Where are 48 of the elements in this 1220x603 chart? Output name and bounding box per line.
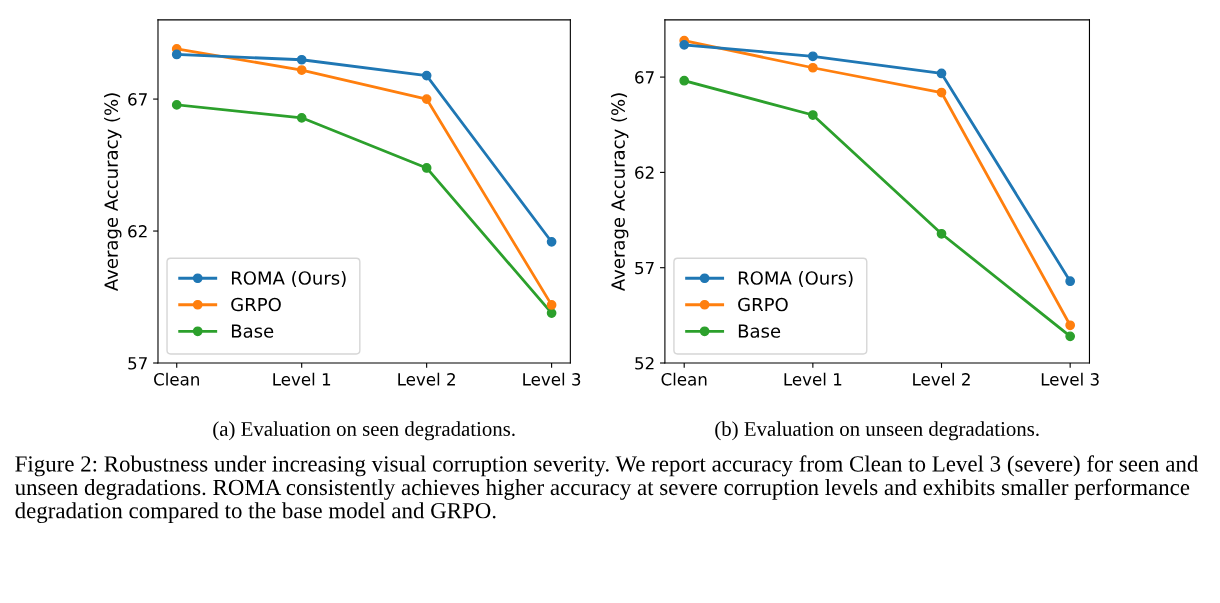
legend-label: Base <box>231 324 274 338</box>
point <box>1065 331 1076 342</box>
point <box>936 68 947 79</box>
x-tick-label: Level 3 <box>523 372 581 386</box>
y-axis-title: Average Accuracy (%) <box>104 93 122 291</box>
point <box>546 237 557 247</box>
point <box>546 308 557 318</box>
legend-label: ROMA (Ours) <box>231 270 346 287</box>
text: (a) Evaluation on seen degradations. <box>213 421 515 441</box>
point <box>296 112 307 123</box>
y-tick-label: 62 <box>635 166 654 179</box>
point <box>936 228 947 239</box>
point <box>936 87 947 98</box>
point <box>546 300 557 310</box>
x-tick-label: Level 2 <box>913 372 970 386</box>
point <box>807 51 818 62</box>
point <box>421 163 432 173</box>
point <box>1065 320 1076 331</box>
y-tick-label: 67 <box>128 93 147 106</box>
point <box>296 54 307 65</box>
y-tick-label: 62 <box>128 225 147 238</box>
point <box>421 70 432 81</box>
x-tick-label: Level 1 <box>784 372 842 386</box>
point <box>171 100 182 110</box>
x-tick-label: Level 1 <box>273 372 331 386</box>
x-tick-label: Level 3 <box>1041 372 1099 386</box>
caption: Figure 2: Robustness under increasing visual corruption severity. We report accuracy from Clean to Level 3 (severe) for seen and unseen degradations. ROMA consistently achieves higher accuracy at severe corruption levels and exhibits smaller performance degradation compared to the base model and GRPO. <box>14 455 1199 524</box>
legend-label: ROMA (Ours) <box>738 270 853 287</box>
point <box>679 75 690 86</box>
point <box>296 65 307 75</box>
x-tick-label: Level 2 <box>398 372 455 386</box>
point <box>679 40 690 50</box>
y-tick-label: 67 <box>635 71 654 84</box>
legend-label: GRPO <box>231 297 281 312</box>
y-tick-label: 57 <box>635 261 654 275</box>
point <box>807 62 818 73</box>
legend-label: Base <box>738 324 781 338</box>
y-tick-label: 57 <box>128 357 147 370</box>
y-axis-title: Average Accuracy (%) <box>610 93 629 291</box>
point <box>171 49 182 60</box>
point <box>807 110 818 120</box>
y-tick-label: 52 <box>635 356 654 370</box>
x-tick-label: Clean <box>661 372 707 386</box>
point <box>1065 276 1076 287</box>
legend-label: GRPO <box>738 297 788 312</box>
x-tick-label: Clean <box>154 372 199 386</box>
text: (b) Evaluation on unseen degradations. <box>715 421 1039 441</box>
point <box>421 94 432 104</box>
